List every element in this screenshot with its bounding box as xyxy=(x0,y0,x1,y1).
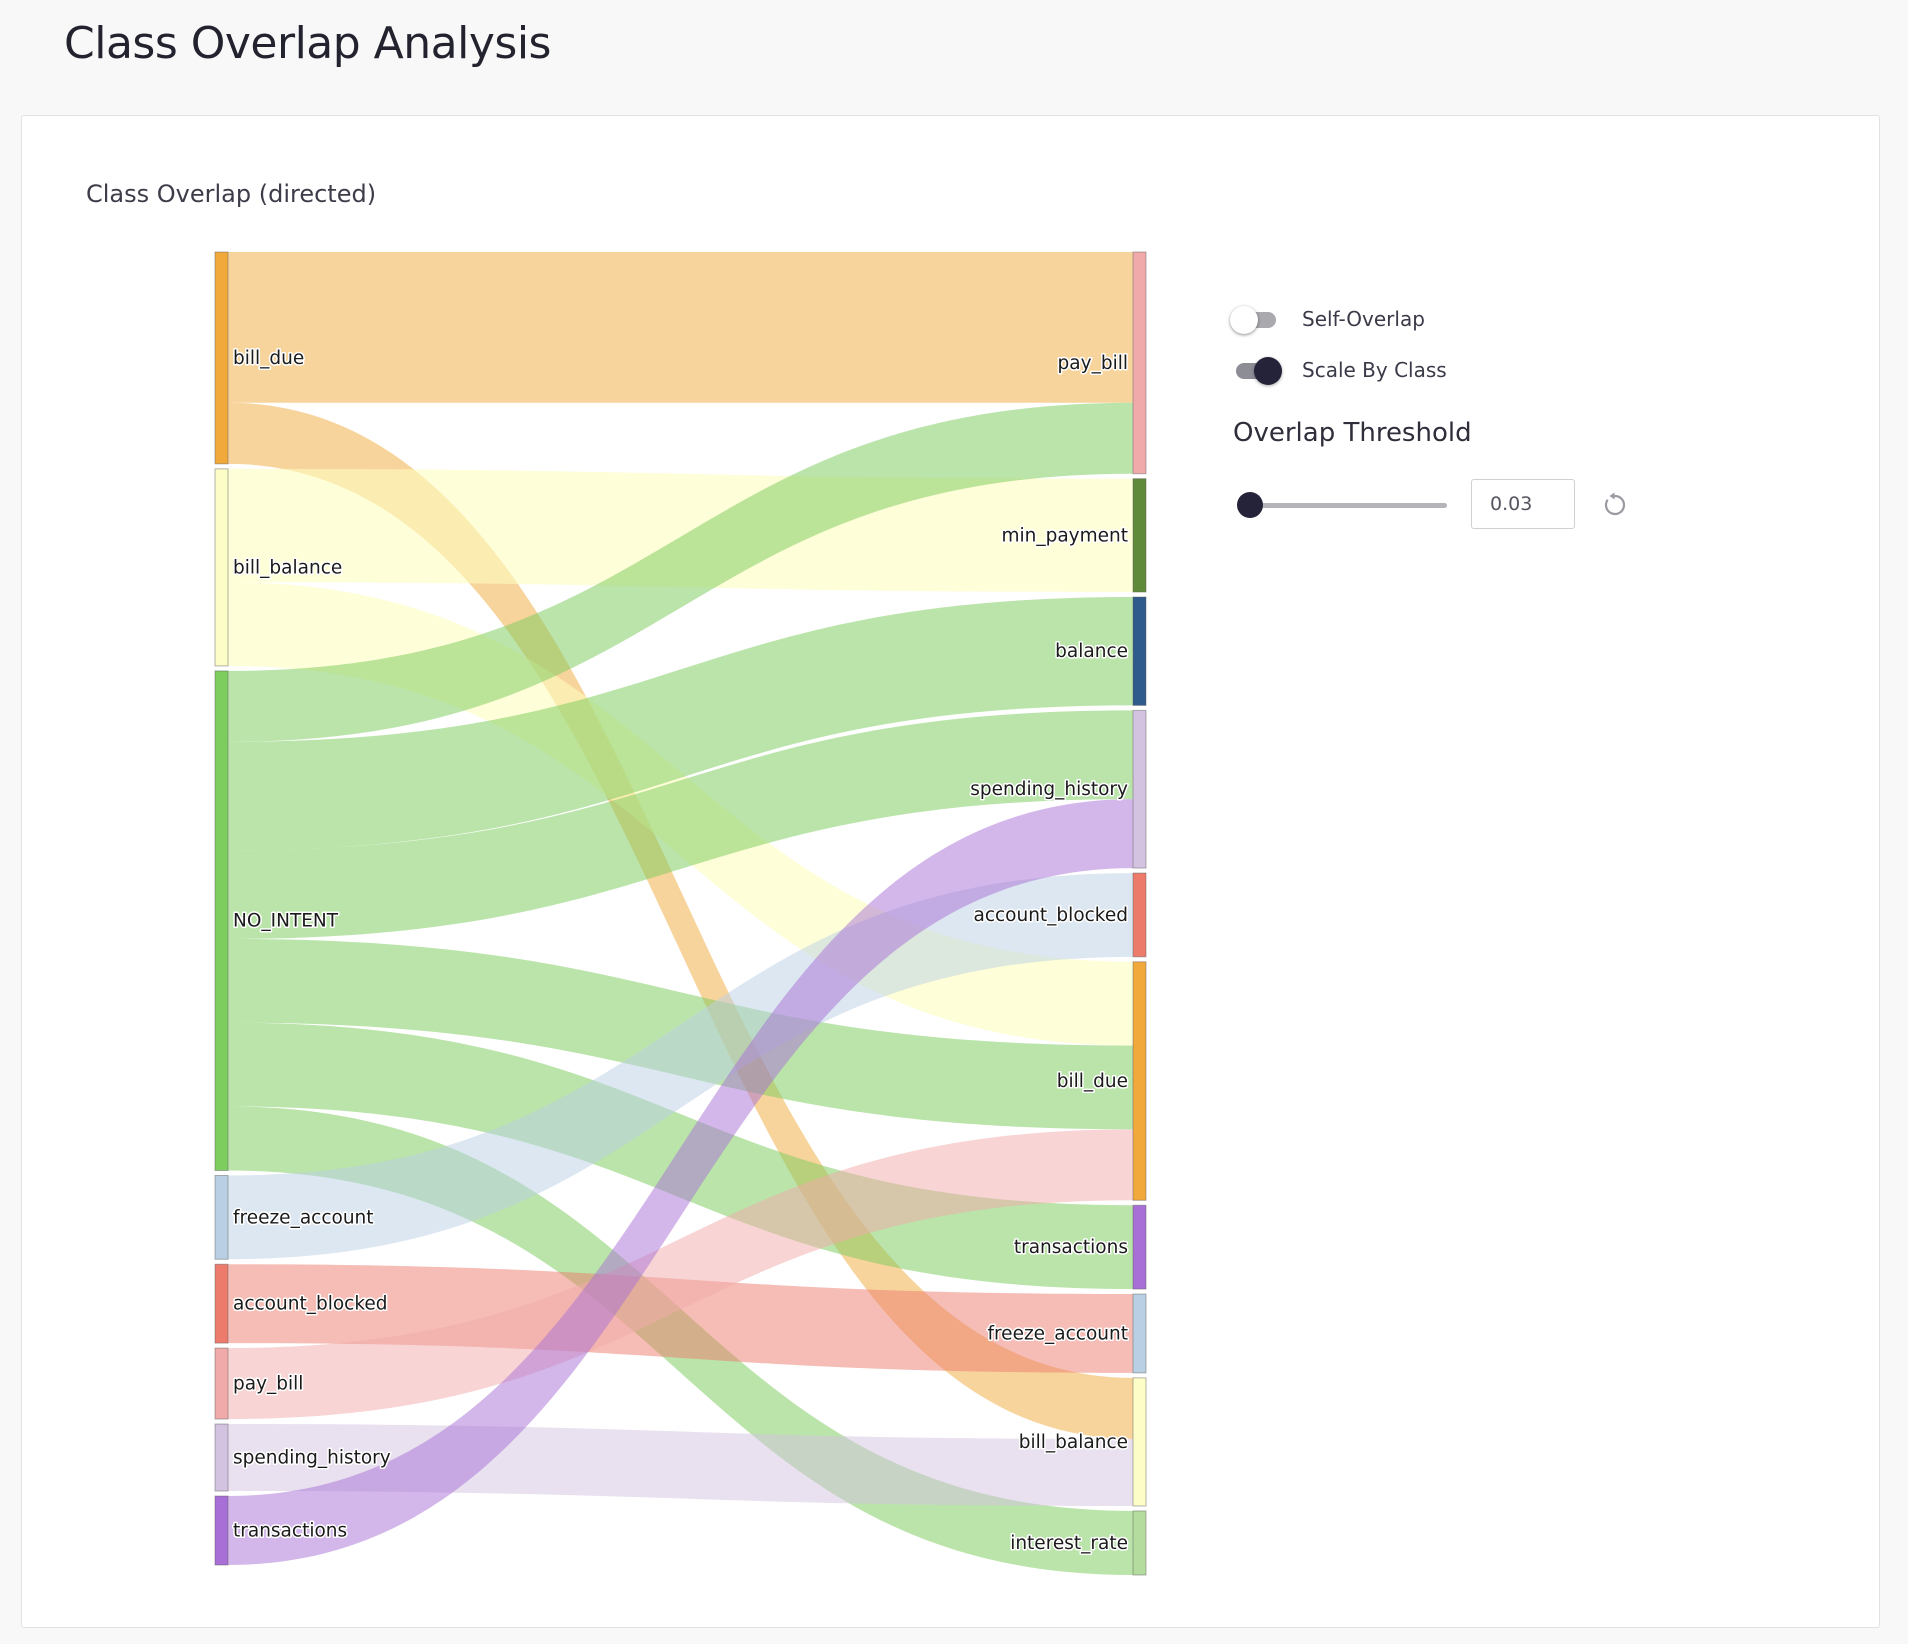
self-overlap-toggle[interactable] xyxy=(1230,303,1282,335)
chart-title: Class Overlap (directed) xyxy=(86,180,377,208)
source-label-transactions: transactions xyxy=(233,1521,347,1542)
sankey-link-transactions-to-spending_history[interactable] xyxy=(228,799,1133,1565)
overlap-threshold-title: Overlap Threshold xyxy=(1233,418,1472,448)
self-overlap-row: Self-Overlap xyxy=(1230,302,1425,336)
toggle-knob xyxy=(1254,357,1282,385)
source-node-transactions[interactable] xyxy=(214,1495,229,1566)
source-label-bill_balance: bill_balance xyxy=(233,557,342,578)
page-title: Class Overlap Analysis xyxy=(64,18,551,69)
sankey-link-freeze_account-to-account_blocked[interactable] xyxy=(228,873,1133,1260)
target-label-account_blocked: account_blocked xyxy=(973,905,1128,926)
target-node-spending_history[interactable] xyxy=(1132,709,1147,869)
target-node-min_payment[interactable] xyxy=(1132,478,1147,593)
target-label-freeze_account: freeze_account xyxy=(987,1323,1128,1344)
target-node-interest_rate[interactable] xyxy=(1132,1510,1147,1576)
target-label-spending_history: spending_history xyxy=(970,779,1128,800)
source-label-freeze_account: freeze_account xyxy=(233,1207,374,1228)
scale-by-class-label: Scale By Class xyxy=(1302,358,1447,382)
sankey-link-bill_due-to-bill_balance[interactable] xyxy=(228,402,1133,1439)
slider-rail xyxy=(1247,503,1447,508)
target-node-account_blocked[interactable] xyxy=(1132,872,1147,958)
target-label-pay_bill: pay_bill xyxy=(1058,353,1128,374)
target-node-freeze_account[interactable] xyxy=(1132,1293,1147,1374)
source-label-pay_bill: pay_bill xyxy=(233,1374,303,1395)
source-label-spending_history: spending_history xyxy=(233,1448,391,1469)
threshold-input[interactable] xyxy=(1471,479,1575,529)
target-label-transactions: transactions xyxy=(1014,1237,1128,1258)
sankey-link-pay_bill-to-bill_due[interactable] xyxy=(228,1129,1133,1420)
sankey-link-NO_INTENT-to-balance[interactable] xyxy=(228,597,1133,851)
sankey-links xyxy=(228,252,1133,1575)
threshold-slider[interactable] xyxy=(1237,488,1447,522)
target-node-bill_due[interactable] xyxy=(1132,961,1147,1201)
target-label-bill_balance: bill_balance xyxy=(1019,1432,1128,1453)
target-node-bill_balance[interactable] xyxy=(1132,1377,1147,1507)
source-node-freeze_account[interactable] xyxy=(214,1174,229,1260)
source-node-account_blocked[interactable] xyxy=(214,1263,229,1344)
source-node-pay_bill[interactable] xyxy=(214,1347,229,1420)
slider-thumb[interactable] xyxy=(1237,492,1263,518)
target-node-transactions[interactable] xyxy=(1132,1204,1147,1290)
target-node-balance[interactable] xyxy=(1132,596,1147,706)
toggle-knob xyxy=(1230,306,1258,334)
source-node-spending_history[interactable] xyxy=(214,1423,229,1492)
source-label-account_blocked: account_blocked xyxy=(233,1294,388,1315)
self-overlap-label: Self-Overlap xyxy=(1302,307,1425,331)
scale-by-class-toggle[interactable] xyxy=(1230,354,1282,386)
source-node-NO_INTENT[interactable] xyxy=(214,670,229,1171)
target-label-min_payment: min_payment xyxy=(1001,525,1128,546)
sankey-link-NO_INTENT-to-pay_bill[interactable] xyxy=(228,402,1133,742)
scale-by-class-row: Scale By Class xyxy=(1230,353,1447,387)
target-node-pay_bill[interactable] xyxy=(1132,251,1147,475)
source-node-bill_balance[interactable] xyxy=(214,468,229,667)
sankey-link-bill_due-to-pay_bill[interactable] xyxy=(228,252,1133,403)
source-nodes: bill_due bill_balance NO_INTENT freeze_acco… xyxy=(214,251,392,1566)
source-node-bill_due[interactable] xyxy=(214,251,229,465)
source-label-NO_INTENT: NO_INTENT xyxy=(233,911,339,932)
source-label-bill_due: bill_due xyxy=(233,348,304,369)
target-label-balance: balance xyxy=(1055,641,1128,662)
sankey-link-NO_INTENT-to-spending_history[interactable] xyxy=(228,710,1133,939)
reset-icon[interactable] xyxy=(1600,490,1630,520)
target-label-bill_due: bill_due xyxy=(1057,1071,1128,1092)
target-label-interest_rate: interest_rate xyxy=(1010,1533,1128,1554)
